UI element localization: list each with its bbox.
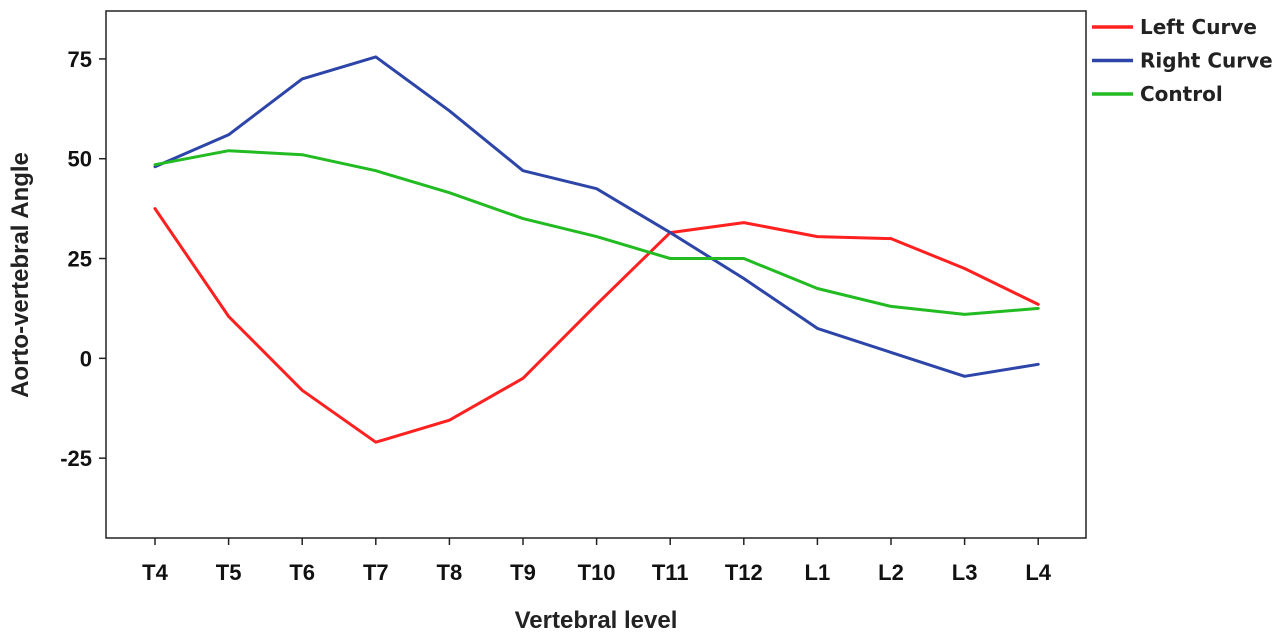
x-tick-label: L4	[1025, 560, 1051, 585]
series-line-1	[153, 55, 1040, 378]
series-line-2	[153, 149, 1040, 316]
x-tick-label: T9	[510, 560, 536, 585]
y-tick-label: -25	[60, 446, 92, 471]
series-layer	[153, 55, 1040, 444]
x-tick-label: T11	[652, 560, 689, 585]
y-ticks-layer: 75 50 25 0 -25	[60, 47, 106, 471]
x-tick-label: L1	[805, 560, 831, 585]
legend-label-2: Control	[1140, 82, 1223, 106]
x-tick-label: T4	[142, 560, 168, 585]
y-tick-label: 25	[68, 247, 92, 272]
legend-label-0: Left Curve	[1140, 15, 1257, 39]
x-tick-label: T7	[363, 560, 389, 585]
x-tick-label: T12	[725, 560, 763, 585]
x-tick-label: T6	[289, 560, 315, 585]
x-tick-label: T8	[437, 560, 463, 585]
y-tick-label: 50	[68, 147, 92, 172]
x-axis-title: Vertebral level	[515, 607, 678, 634]
y-tick-label: 0	[80, 346, 92, 371]
x-tick-label: L2	[878, 560, 904, 585]
x-tick-label: L3	[952, 560, 978, 585]
x-tick-label: T10	[578, 560, 616, 585]
legend: Left Curve Right Curve Control	[1092, 15, 1273, 106]
series-line-0	[153, 207, 1040, 444]
y-tick-label: 75	[68, 47, 92, 72]
plot-frame	[105, 10, 1087, 539]
legend-label-1: Right Curve	[1140, 49, 1273, 73]
x-tick-label: T5	[216, 560, 242, 585]
y-axis-title: Aorto-vertebral Angle	[7, 152, 34, 398]
x-ticks-layer: T4 T5 T6 T7 T8 T9 T10 T11 T12 L1 L2 L3 L4	[142, 538, 1052, 585]
